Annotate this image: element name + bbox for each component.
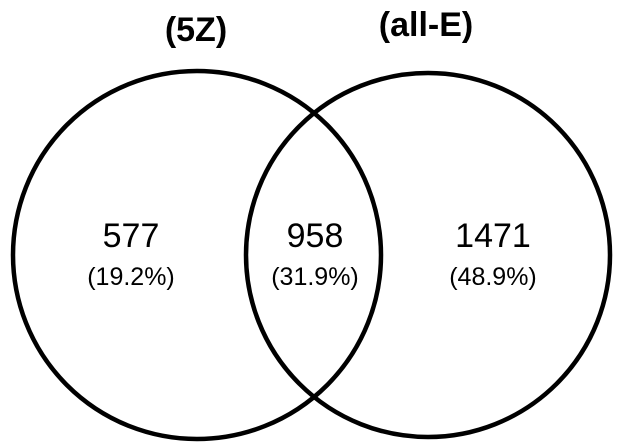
left-only-count: 577	[103, 217, 160, 255]
left-set-title: (5Z)	[165, 11, 227, 49]
right-set-title: (all-E)	[379, 6, 473, 44]
left-only-percent: (19.2%)	[87, 263, 175, 291]
left-set-circle	[10, 68, 384, 442]
right-only-count: 1471	[455, 217, 531, 255]
overlap-count: 958	[287, 217, 344, 255]
overlap-percent: (31.9%)	[271, 263, 359, 291]
right-only-percent: (48.9%)	[449, 263, 537, 291]
right-set-circle	[243, 70, 613, 440]
